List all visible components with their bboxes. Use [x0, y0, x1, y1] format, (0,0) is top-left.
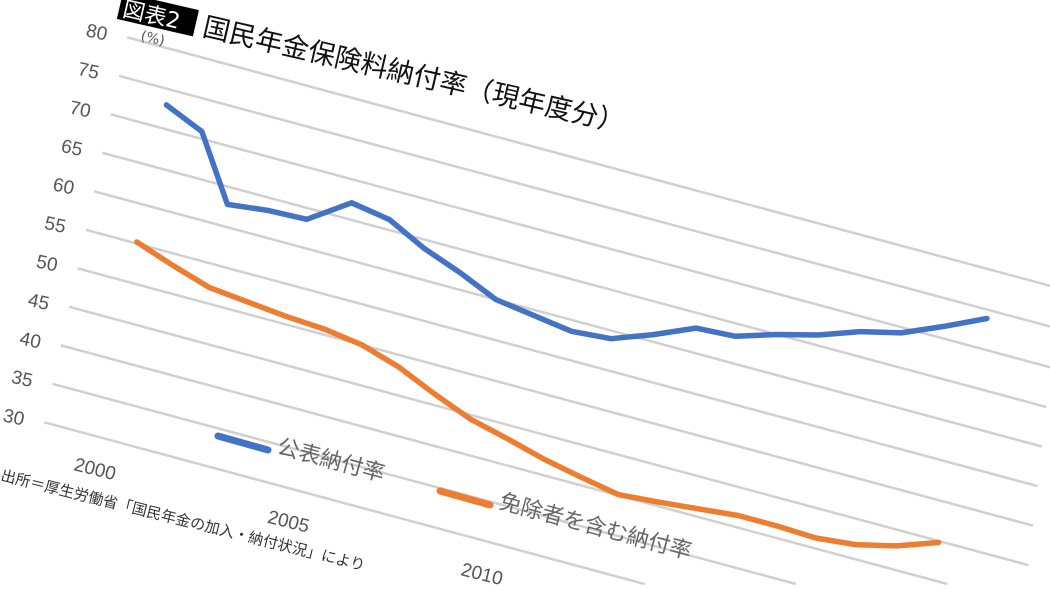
y-tick-label: 75 — [76, 59, 101, 84]
series-lines — [134, 102, 990, 549]
gridline-55 — [85, 228, 1038, 488]
x-tick-label: 2000 — [72, 454, 118, 485]
series-line-incl-exempt — [134, 239, 942, 549]
y-axis-ticks: 30 35 40 45 50 55 60 65 70 75 80 — [1, 21, 109, 431]
legend-label-official: 公表納付率 — [274, 435, 387, 488]
gridlines — [43, 36, 1050, 586]
gridline-75 — [118, 74, 1050, 328]
y-tick-label: 55 — [43, 213, 68, 238]
y-axis-unit: (%) — [139, 28, 166, 49]
legend-swatch-incl-exempt — [436, 487, 494, 509]
gridline-40 — [60, 344, 948, 586]
series-line-official — [163, 102, 990, 342]
y-tick-label: 60 — [51, 175, 76, 200]
gridline-35 — [52, 382, 797, 586]
x-tick-label: 2010 — [459, 559, 505, 590]
y-tick-label: 30 — [1, 406, 26, 431]
source-note: 出所＝厚生労働省「国民年金の加入・納付状況」により — [0, 466, 367, 574]
gridline-80 — [126, 36, 1050, 288]
gridline-60 — [93, 190, 1043, 448]
y-tick-label: 50 — [34, 252, 59, 277]
y-tick-label: 45 — [26, 290, 51, 315]
gridline-65 — [102, 151, 1047, 409]
y-tick-label: 40 — [18, 329, 43, 354]
gridline-50 — [77, 267, 1034, 527]
chart-title: 国民年金保険料納付率（現年度分） — [200, 12, 628, 139]
y-tick-label: 35 — [9, 367, 34, 392]
gridline-45 — [68, 305, 1029, 567]
y-tick-label: 80 — [84, 21, 109, 46]
figure-badge-bg — [116, 0, 199, 37]
chart-header: 図表2 国民年金保険料納付率（現年度分） — [116, 0, 628, 139]
legend-swatch-official — [214, 432, 272, 454]
gridline-30 — [43, 421, 646, 586]
y-tick-label: 65 — [59, 136, 84, 161]
gridline-70 — [110, 113, 1050, 369]
y-tick-label: 70 — [68, 98, 93, 123]
